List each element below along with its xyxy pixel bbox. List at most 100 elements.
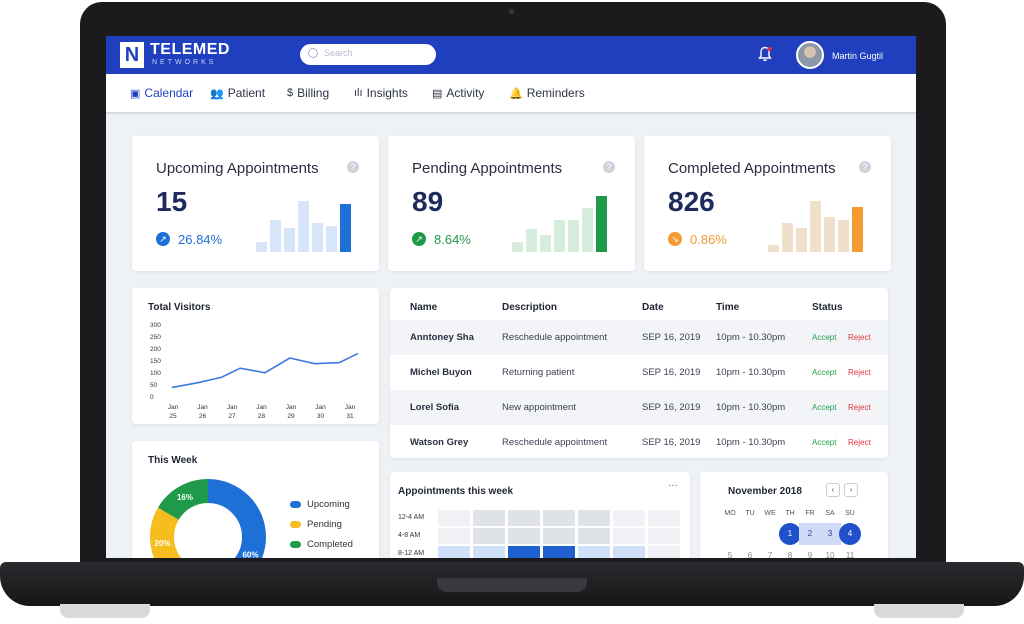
mini-bar-chart (512, 190, 622, 252)
stat-bar (526, 229, 537, 252)
calendar-weekday: TU (745, 510, 755, 517)
heatmap-cell[interactable] (473, 546, 505, 558)
reject-button[interactable]: Reject (848, 368, 871, 377)
stat-title: Upcoming Appointments (156, 160, 319, 177)
calendar-card: November 2018 ‹ › MO TU WE TH FR SA SU 1 2 3 4 5 6 7 8… (700, 472, 888, 558)
x-tick-month: Jan (315, 404, 326, 411)
calendar-day[interactable]: 3 (819, 523, 841, 545)
next-month-icon[interactable]: › (844, 483, 858, 497)
y-tick-label: 50 (150, 382, 158, 389)
appointment-description: Reschedule appointment (502, 437, 608, 448)
heatmap-cell[interactable] (508, 510, 540, 526)
patient-name: Lorel Sofia (410, 402, 460, 413)
heatmap-cell[interactable] (648, 546, 680, 558)
reject-button[interactable]: Reject (848, 403, 871, 412)
accept-button[interactable]: Accept (812, 438, 837, 447)
logo-icon[interactable]: N (120, 42, 144, 68)
tab-activity[interactable]: ▤ Activity (432, 86, 484, 100)
heatmap-cell[interactable] (543, 510, 575, 526)
reject-button[interactable]: Reject (848, 438, 871, 447)
y-tick-label: 0 (150, 394, 154, 401)
calendar-day[interactable]: 10 (825, 551, 835, 558)
accept-button[interactable]: Accept (812, 403, 837, 412)
stat-bar (568, 220, 579, 252)
main-nav: ▣ Calendar 👥 Patient $ Billing ılı Insights ▤ Act… (106, 74, 916, 114)
avatar[interactable] (796, 41, 824, 69)
calendar-day[interactable]: 11 (845, 551, 855, 558)
calendar-day[interactable]: 8 (787, 551, 793, 558)
help-icon[interactable]: ? (603, 161, 615, 173)
x-tick-label: Jan 30 (311, 403, 331, 421)
heatmap-cell[interactable] (613, 546, 645, 558)
calendar-day[interactable]: 5 (727, 551, 733, 558)
this-week-title: This Week (148, 455, 198, 466)
brand-subtitle: NETWORKS (152, 59, 217, 66)
calendar-day[interactable]: 4 (839, 523, 861, 545)
calendar-day[interactable]: 2 (799, 523, 821, 545)
heatmap-cell[interactable] (578, 546, 610, 558)
stat-bar (284, 228, 295, 252)
legend-dot (290, 521, 301, 528)
heatmap-cell[interactable] (543, 546, 575, 558)
search-input[interactable]: Search (300, 44, 436, 65)
donut-label: 16% (177, 493, 193, 502)
appointment-time: 10pm - 10.30pm (716, 332, 786, 343)
stat-bar (298, 201, 309, 252)
tab-patient[interactable]: 👥 Patient (210, 86, 265, 100)
heatmap-row-label: 4-8 AM (398, 532, 421, 539)
stat-bar (312, 223, 323, 252)
calendar-day[interactable]: 7 (767, 551, 773, 558)
calendar-day[interactable]: 6 (747, 551, 753, 558)
heatmap-cell[interactable] (578, 528, 610, 544)
heatmap-cell[interactable] (613, 510, 645, 526)
bell-icon[interactable] (758, 46, 772, 62)
calendar-month: November 2018 (728, 486, 802, 497)
help-icon[interactable]: ? (347, 161, 359, 173)
heatmap-cell[interactable] (473, 528, 505, 544)
table-row: Anntoney Sha Reschedule appointment SEP 16… (390, 320, 888, 355)
reject-button[interactable]: Reject (848, 333, 871, 342)
stat-bar (554, 220, 565, 252)
heatmap-cell[interactable] (508, 546, 540, 558)
help-icon[interactable]: ? (859, 161, 871, 173)
x-tick-day: 26 (198, 413, 207, 420)
brand-name[interactable]: TELEMED (150, 41, 230, 58)
stat-title: Pending Appointments (412, 160, 563, 177)
donut-label: 60% (242, 551, 258, 558)
tab-calendar[interactable]: ▣ Calendar (130, 86, 193, 100)
tab-insights[interactable]: ılı Insights (354, 86, 408, 100)
mini-bar-chart (768, 190, 878, 252)
activity-icon: ▤ (432, 87, 443, 100)
search-icon (308, 48, 318, 58)
heatmap-cell[interactable] (648, 510, 680, 526)
appointments-week-card: Appointments this week ··· 12-4 AM 4-8 AM… (390, 472, 690, 558)
heatmap-cell[interactable] (438, 528, 470, 544)
stat-bar (824, 217, 835, 252)
heatmap-cell[interactable] (438, 546, 470, 558)
user-name[interactable]: Martin Gugtil (832, 51, 884, 61)
heatmap-cell[interactable] (438, 510, 470, 526)
accept-button[interactable]: Accept (812, 368, 837, 377)
table-row: Michel Buyon Returning patient SEP 16, 201… (390, 355, 888, 390)
calendar-icon: ▣ (130, 87, 141, 100)
tab-reminders[interactable]: 🔔 Reminders (509, 86, 585, 100)
x-tick-month: Jan (285, 404, 297, 411)
laptop-foot-right (874, 604, 964, 618)
heatmap-cell[interactable] (648, 528, 680, 544)
prev-month-icon[interactable]: ‹ (826, 483, 840, 497)
calendar-day[interactable]: 1 (779, 523, 801, 545)
calendar-weekday: TH (785, 510, 795, 517)
heatmap-cell[interactable] (578, 510, 610, 526)
tab-billing[interactable]: $ Billing (287, 86, 329, 100)
stat-change: 8.64% (434, 232, 471, 247)
calendar-day[interactable]: 9 (807, 551, 813, 558)
more-icon[interactable]: ··· (668, 480, 678, 491)
heatmap-cell[interactable] (508, 528, 540, 544)
stat-card-completed: Completed Appointments ? 826 ↘ 0.86% (644, 136, 891, 271)
heatmap-cell[interactable] (613, 528, 645, 544)
appointment-date: SEP 16, 2019 (642, 402, 701, 413)
this-week-donut-chart: 60% 20% 16% (150, 479, 266, 558)
heatmap-cell[interactable] (473, 510, 505, 526)
heatmap-cell[interactable] (543, 528, 575, 544)
accept-button[interactable]: Accept (812, 333, 837, 342)
